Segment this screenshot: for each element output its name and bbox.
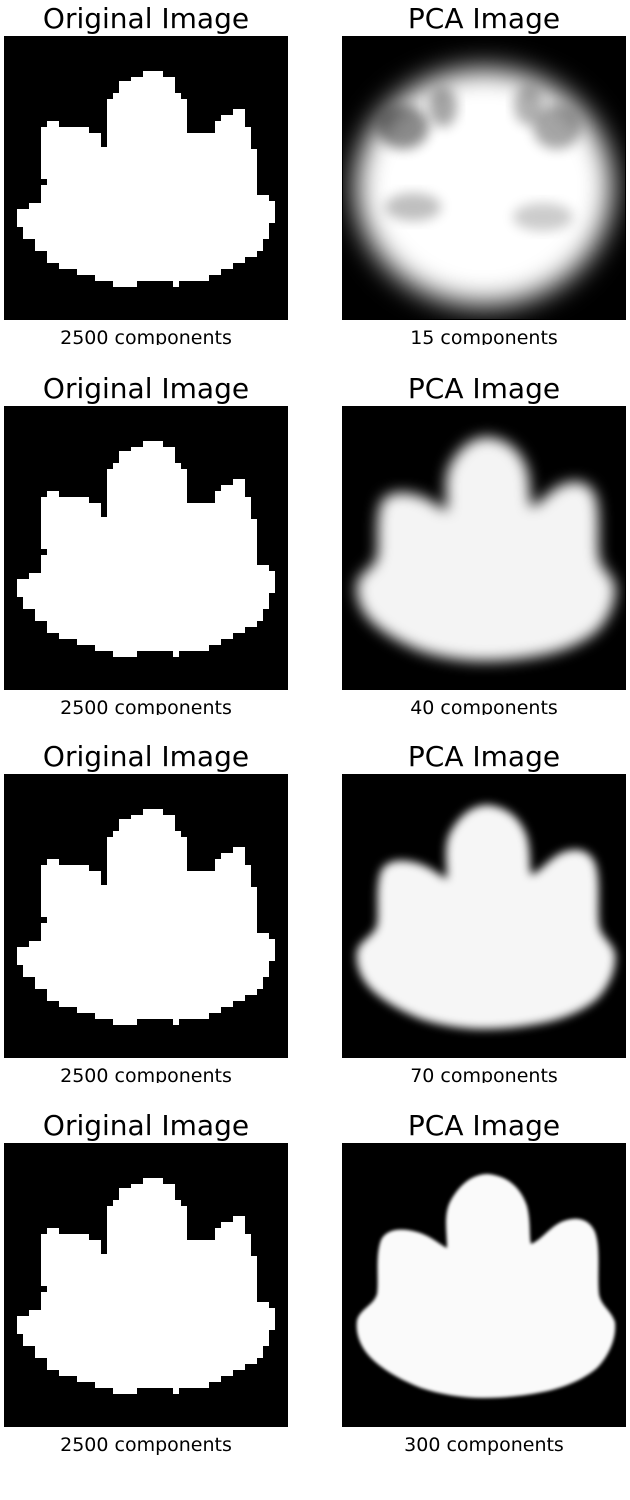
panel-title: PCA Image — [407, 2, 561, 35]
original-image — [4, 774, 288, 1058]
panel-title: PCA Image — [407, 372, 561, 405]
original-image — [4, 406, 288, 690]
panel-caption: 15 components — [410, 327, 558, 345]
panel-caption: 300 components — [404, 1434, 564, 1456]
pca-reconstruction-70 — [343, 775, 625, 1057]
pca-image — [342, 406, 626, 690]
pca-image — [342, 1143, 626, 1427]
panel-title: Original Image — [42, 2, 250, 35]
pca-panel-row-3: PCA Image 70 components — [342, 738, 626, 1084]
original-panel-row-2: Original Image 2500 components — [4, 370, 288, 716]
leaf-shape-original — [5, 775, 287, 1057]
original-panel-row-3: Original Image 2500 components — [4, 738, 288, 1084]
panel-title: Original Image — [42, 740, 250, 773]
panel-caption: 40 components — [410, 697, 558, 715]
pca-panel-row-2: PCA Image 40 components — [342, 370, 626, 716]
panel-title: Original Image — [42, 372, 250, 405]
leaf-shape-original — [5, 407, 287, 689]
pca-reconstruction-40 — [343, 407, 625, 689]
leaf-shape-original — [5, 37, 287, 319]
original-panel-row-1: Original Image 2500 components — [4, 0, 288, 346]
original-panel-row-4: Original Image 2500 components — [4, 1107, 288, 1456]
panel-caption: 2500 components — [60, 1065, 232, 1083]
pca-panel-row-4: PCA Image 300 components — [342, 1107, 626, 1456]
leaf-shape-original — [5, 1144, 287, 1426]
panel-title: PCA Image — [407, 740, 561, 773]
original-image — [4, 36, 288, 320]
pca-image — [342, 774, 626, 1058]
pca-reconstruction-300 — [343, 1144, 625, 1426]
panel-title: PCA Image — [407, 1109, 561, 1142]
pca-reconstruction-15 — [343, 37, 625, 319]
panel-caption: 2500 components — [60, 697, 232, 715]
panel-caption: 2500 components — [60, 327, 232, 345]
pca-panel-row-1: PCA Image 15 components — [342, 0, 626, 346]
panel-caption: 70 components — [410, 1065, 558, 1083]
panel-caption: 2500 components — [60, 1434, 232, 1456]
original-image — [4, 1143, 288, 1427]
pca-image — [342, 36, 626, 320]
panel-title: Original Image — [42, 1109, 250, 1142]
